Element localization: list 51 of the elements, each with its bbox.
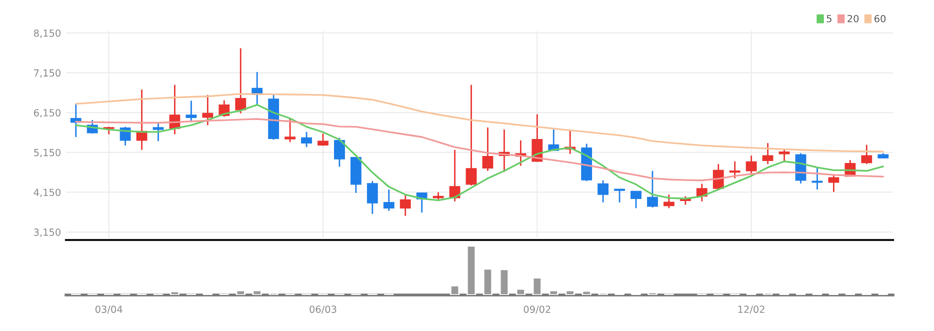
legend-label: 20 — [848, 14, 859, 22]
bar — [466, 245, 476, 295]
bar — [170, 290, 180, 295]
candlestick — [630, 190, 642, 209]
candlestick — [366, 180, 378, 215]
bar — [532, 277, 542, 295]
candlestick — [318, 132, 328, 146]
bar — [648, 292, 658, 295]
bar — [582, 290, 592, 295]
candlestick — [334, 136, 345, 168]
candlestick — [746, 154, 757, 176]
y-tick-label: 7,150 — [34, 69, 60, 78]
candlestick — [383, 188, 394, 212]
bar — [565, 290, 575, 295]
bar — [499, 268, 510, 295]
y-tick-label: 6,150 — [34, 109, 60, 118]
candlestick — [729, 160, 740, 180]
y-tick-label: 4,150 — [34, 188, 60, 198]
candlestick — [152, 122, 164, 142]
y-tick-label: 3,150 — [34, 228, 60, 237]
candlestick — [762, 142, 774, 165]
candlestick — [614, 188, 625, 204]
candlestick — [284, 118, 296, 143]
bar — [450, 284, 460, 295]
bar — [548, 290, 558, 295]
candlestick — [301, 131, 312, 148]
bar — [252, 290, 262, 295]
candlestick — [598, 180, 609, 204]
legend-label: 5 — [826, 15, 832, 22]
y-tick-label: 8,150 — [34, 29, 60, 38]
candlestick — [400, 194, 411, 217]
candlestick — [861, 144, 872, 165]
candlestick — [202, 94, 214, 126]
legend-label: 60 — [874, 14, 886, 22]
candlestick — [778, 148, 790, 164]
candlestick — [663, 194, 674, 209]
x-tick-label: 12/02 — [738, 306, 764, 314]
bar — [236, 290, 246, 295]
candlestick — [828, 174, 840, 193]
x-tick-label: 06/03 — [310, 306, 336, 314]
candlestick — [812, 166, 823, 190]
x-tick-label: 09/02 — [524, 306, 550, 314]
y-tick-label: 5,150 — [34, 148, 60, 158]
x-tick-label: 03/04 — [95, 306, 122, 314]
candlestick — [466, 84, 477, 186]
candlestick — [647, 170, 658, 208]
candlestick — [482, 126, 494, 172]
bar — [482, 268, 493, 295]
candlestick — [235, 48, 246, 114]
bar — [516, 288, 526, 295]
candlestick — [186, 100, 197, 122]
